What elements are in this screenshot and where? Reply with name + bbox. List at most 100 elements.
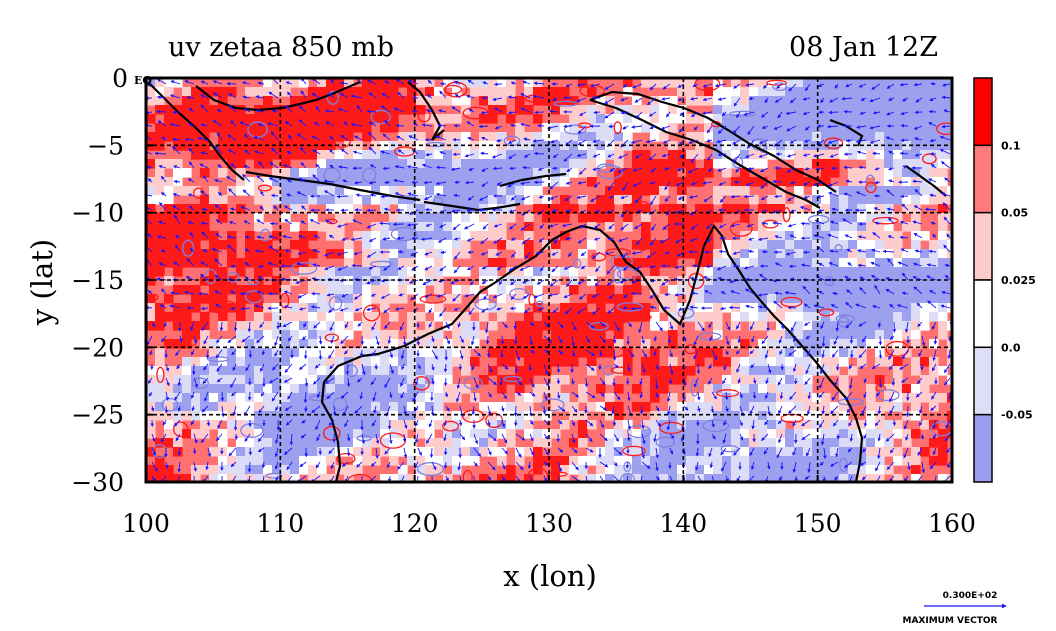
field-cell [848, 87, 858, 97]
field-cell [191, 87, 201, 97]
field-cell [416, 366, 426, 376]
field-cell [830, 348, 840, 358]
field-cell [587, 366, 597, 376]
field-cell [155, 384, 165, 394]
field-cell [920, 177, 930, 187]
field-cell [245, 330, 255, 340]
field-cell [902, 438, 912, 448]
field-cell [866, 321, 876, 331]
field-cell [758, 411, 768, 421]
field-cell [803, 105, 813, 115]
field-cell [353, 186, 363, 196]
field-cell [317, 78, 327, 88]
field-cell [875, 429, 885, 439]
field-cell [173, 411, 183, 421]
field-cell [776, 132, 786, 142]
field-cell [866, 195, 876, 205]
field-cell [812, 141, 822, 151]
field-cell [713, 276, 723, 286]
field-cell [614, 258, 624, 268]
field-cell [470, 195, 480, 205]
field-cell [182, 213, 192, 223]
field-cell [812, 285, 822, 295]
contour-blob [527, 467, 549, 482]
field-cell [362, 240, 372, 250]
field-cell [227, 231, 237, 241]
field-cell [209, 258, 219, 268]
field-cell [911, 366, 921, 376]
field-cell [299, 114, 309, 124]
field-cell [857, 213, 867, 223]
field-cell [794, 303, 804, 313]
field-cell [776, 438, 786, 448]
field-cell [380, 375, 390, 385]
field-cell [740, 465, 750, 475]
field-cell [569, 150, 579, 160]
field-cell [596, 474, 606, 482]
field-cell [443, 348, 453, 358]
field-cell [587, 240, 597, 250]
field-cell [614, 123, 624, 133]
field-cell [191, 204, 201, 214]
field-cell [452, 204, 462, 214]
field-cell [317, 195, 327, 205]
field-cell [542, 456, 552, 466]
field-cell [659, 456, 669, 466]
field-cell [209, 249, 219, 259]
field-cell [407, 186, 417, 196]
field-cell [236, 447, 246, 457]
field-cell [191, 429, 201, 439]
field-cell [470, 222, 480, 232]
field-cell [371, 456, 381, 466]
field-cell [821, 402, 831, 412]
field-cell [578, 267, 588, 277]
field-cell [767, 231, 777, 241]
field-cell [371, 276, 381, 286]
field-cell [632, 303, 642, 313]
field-cell [866, 159, 876, 169]
field-cell [767, 465, 777, 475]
contour-blob [872, 216, 899, 225]
field-cell [299, 177, 309, 187]
field-cell [407, 231, 417, 241]
field-cell [857, 312, 867, 322]
field-cell [452, 213, 462, 223]
field-cell [920, 159, 930, 169]
field-cell [911, 285, 921, 295]
field-cell [821, 249, 831, 259]
field-cell [389, 267, 399, 277]
field-cell [506, 339, 516, 349]
field-cell [326, 429, 336, 439]
field-cell [857, 195, 867, 205]
field-cell [641, 429, 651, 439]
wind-vector [164, 405, 169, 414]
field-cell [236, 330, 246, 340]
field-cell [164, 474, 174, 482]
field-cell [614, 456, 624, 466]
field-cell [263, 87, 273, 97]
field-cell [326, 339, 336, 349]
field-cell [776, 411, 786, 421]
field-cell [542, 339, 552, 349]
field-cell [245, 186, 255, 196]
field-cell [812, 456, 822, 466]
field-cell [704, 168, 714, 178]
wind-vector [818, 83, 825, 87]
field-cell [434, 465, 444, 475]
field-cell [686, 402, 696, 412]
field-cell [182, 132, 192, 142]
wind-vector [395, 123, 405, 128]
field-cell [353, 150, 363, 160]
field-cell [794, 150, 804, 160]
field-cell [407, 321, 417, 331]
field-cell [353, 402, 363, 412]
field-cell [866, 87, 876, 97]
field-cell [695, 285, 705, 295]
field-cell [902, 150, 912, 160]
field-cell [299, 294, 309, 304]
wind-vector [337, 107, 349, 113]
field-cell [668, 474, 678, 482]
field-cell [299, 96, 309, 106]
field-cell [929, 249, 939, 259]
vorticity-field [146, 78, 952, 482]
